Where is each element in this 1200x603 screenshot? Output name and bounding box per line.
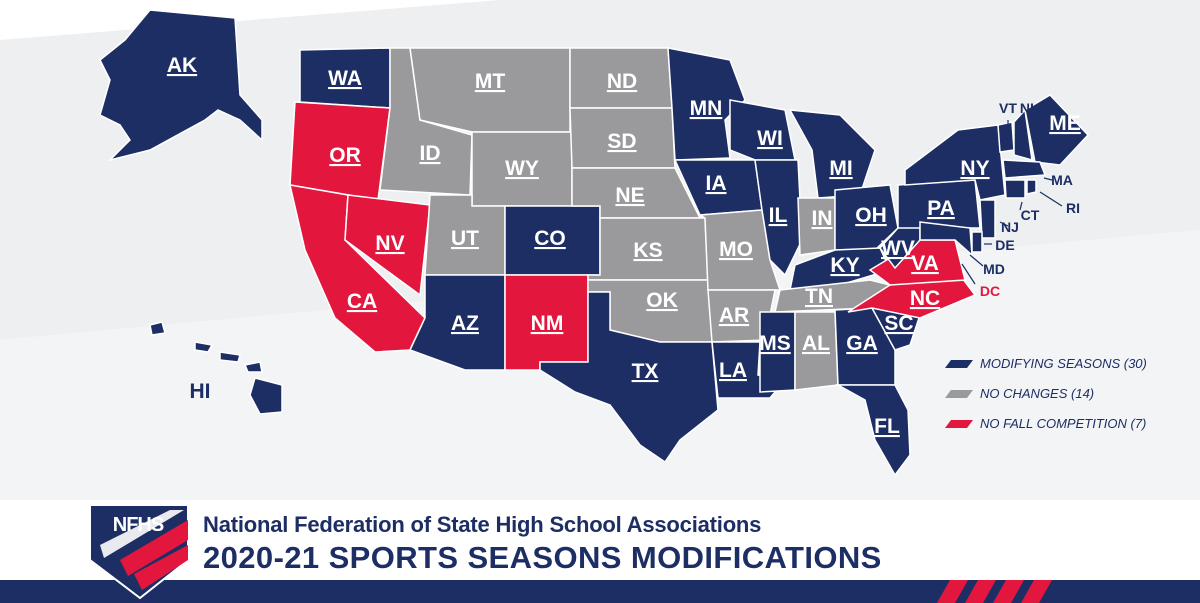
- state-label-ca: CA: [347, 290, 377, 313]
- state-CT[interactable]: [1004, 179, 1026, 199]
- state-label-id: ID: [420, 142, 441, 165]
- labels-layer: AK WA OR CA NV ID MT WY UT CO AZ NM ND SD NE KS OK TX MN IA…: [167, 54, 1081, 438]
- callout-lines: [961, 118, 1063, 285]
- state-MA[interactable]: [1002, 159, 1047, 179]
- state-label-md: MD: [983, 261, 1005, 277]
- state-HI[interactable]: [149, 321, 283, 415]
- state-AK[interactable]: [99, 9, 263, 162]
- state-label-me: ME: [1049, 112, 1081, 135]
- state-label-oh: OH: [855, 204, 887, 227]
- state-label-mi: MI: [829, 157, 852, 180]
- state-label-il: IL: [769, 204, 788, 227]
- state-label-nv: NV: [375, 232, 404, 255]
- state-label-nc: NC: [910, 287, 940, 310]
- state-label-hi: HI: [190, 380, 211, 403]
- legend: MODIFYING SEASONS (30) NO CHANGES (14) NO …: [945, 356, 1147, 431]
- state-label-or: OR: [329, 144, 361, 167]
- state-label-tx: TX: [632, 360, 659, 383]
- state-label-wi: WI: [757, 127, 783, 150]
- state-label-va: VA: [911, 252, 939, 275]
- state-NH[interactable]: [1013, 108, 1033, 162]
- states-layer: [99, 9, 1090, 477]
- state-label-pa: PA: [927, 197, 955, 220]
- state-OH[interactable]: [834, 184, 899, 251]
- state-label-ak: AK: [167, 54, 197, 77]
- legend-label-no-fall: NO FALL COMPETITION (7): [980, 416, 1146, 431]
- state-label-ny: NY: [960, 157, 989, 180]
- state-label-nh: NH: [1020, 100, 1040, 116]
- state-label-in: IN: [812, 207, 833, 230]
- state-label-wy: WY: [505, 157, 539, 180]
- footer-red-stripes: [937, 580, 1052, 603]
- state-RI[interactable]: [1026, 179, 1037, 195]
- page-title: 2020-21 SPORTS SEASONS MODIFICATIONS: [203, 540, 882, 575]
- state-label-ms: MS: [759, 332, 791, 355]
- state-label-dc: DC: [980, 283, 1000, 299]
- state-ME[interactable]: [1024, 94, 1090, 166]
- state-label-ma: MA: [1051, 172, 1073, 188]
- state-label-wv: WV: [881, 237, 915, 260]
- legend-swatch-modifying: [945, 360, 973, 368]
- state-label-nj: NJ: [1001, 219, 1019, 235]
- state-DE[interactable]: [971, 231, 983, 253]
- state-label-sd: SD: [607, 130, 636, 153]
- state-VT[interactable]: [997, 121, 1015, 153]
- logo-text: NFHS: [112, 514, 164, 536]
- state-label-ky: KY: [830, 254, 859, 277]
- state-label-nd: ND: [607, 70, 637, 93]
- legend-swatch-no-fall: [945, 420, 973, 428]
- state-label-ct: CT: [1021, 207, 1040, 223]
- state-label-co: CO: [534, 227, 566, 250]
- state-label-ri: RI: [1066, 200, 1080, 216]
- legend-label-modifying: MODIFYING SEASONS (30): [980, 356, 1147, 371]
- state-label-al: AL: [802, 332, 830, 355]
- state-label-ia: IA: [706, 172, 727, 195]
- state-label-mo: MO: [719, 238, 753, 261]
- state-NV[interactable]: [344, 194, 431, 297]
- state-label-nm: NM: [531, 312, 564, 335]
- state-TX[interactable]: [539, 291, 719, 464]
- state-label-fl: FL: [874, 415, 900, 438]
- footer-stripe: [0, 580, 1200, 603]
- state-label-mn: MN: [690, 97, 723, 120]
- state-label-ok: OK: [646, 289, 678, 312]
- state-NJ[interactable]: [979, 199, 996, 239]
- state-label-az: AZ: [451, 312, 479, 335]
- state-label-ne: NE: [615, 184, 644, 207]
- state-NY[interactable]: [904, 124, 1006, 201]
- state-label-mt: MT: [475, 70, 505, 93]
- nfhs-logo: [89, 504, 189, 600]
- state-FL[interactable]: [835, 384, 911, 477]
- state-label-ga: GA: [846, 332, 878, 355]
- legend-swatch-no-changes: [945, 390, 973, 398]
- state-label-tn: TN: [805, 285, 833, 308]
- state-label-la: LA: [719, 359, 747, 382]
- state-label-ar: AR: [719, 304, 749, 327]
- state-label-sc: SC: [884, 312, 913, 335]
- legend-label-no-changes: NO CHANGES (14): [980, 386, 1094, 401]
- state-IL[interactable]: [754, 159, 803, 277]
- state-MN[interactable]: [667, 47, 746, 161]
- state-label-ks: KS: [633, 239, 662, 262]
- state-label-wa: WA: [328, 67, 362, 90]
- organization-name: National Federation of State High School…: [203, 512, 762, 537]
- state-label-de: DE: [995, 237, 1014, 253]
- state-MD[interactable]: [919, 221, 973, 257]
- state-label-ut: UT: [451, 227, 479, 250]
- state-label-vt: VT: [999, 100, 1017, 116]
